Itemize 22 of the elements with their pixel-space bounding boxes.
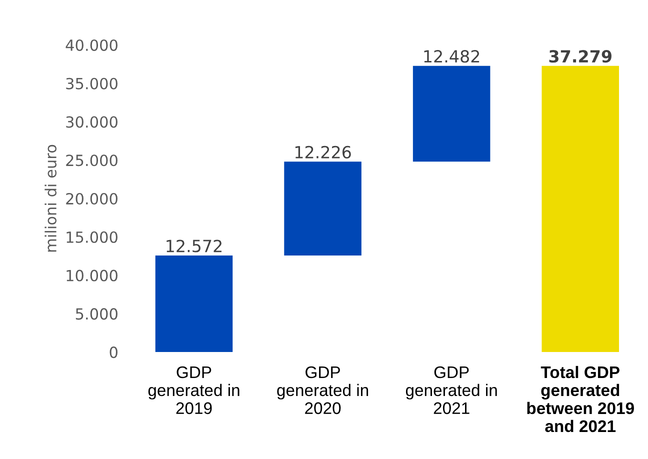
bar	[542, 66, 619, 352]
data-label: 37.279	[549, 50, 612, 63]
y-tick-label: 20.000	[66, 192, 118, 205]
x-tick-label: GDP generated in 2019	[148, 366, 240, 414]
y-tick-label: 40.000	[66, 39, 118, 52]
bar	[155, 256, 233, 352]
y-tick-label: 30.000	[66, 116, 118, 128]
y-tick-label: 35.000	[66, 78, 118, 90]
y-axis-title: milioni di euro	[44, 144, 57, 252]
x-tick-label: GDP generated in 2021	[406, 366, 497, 414]
y-tick-label: 0	[110, 346, 118, 358]
data-label: 12.572	[166, 240, 222, 252]
bar	[284, 162, 362, 256]
x-tick-label: Total GDP generated between 2019 and 2021	[527, 366, 634, 432]
y-tick-label: 10.000	[66, 270, 118, 282]
data-label: 12.226	[295, 146, 351, 158]
y-tick-label: 15.000	[66, 231, 118, 243]
x-tick-label: GDP generated in 2020	[277, 366, 368, 414]
data-label: 12.482	[424, 50, 480, 63]
y-tick-label: 25.000	[66, 154, 118, 166]
bar	[412, 66, 490, 162]
y-tick-label: 5.000	[76, 308, 118, 320]
